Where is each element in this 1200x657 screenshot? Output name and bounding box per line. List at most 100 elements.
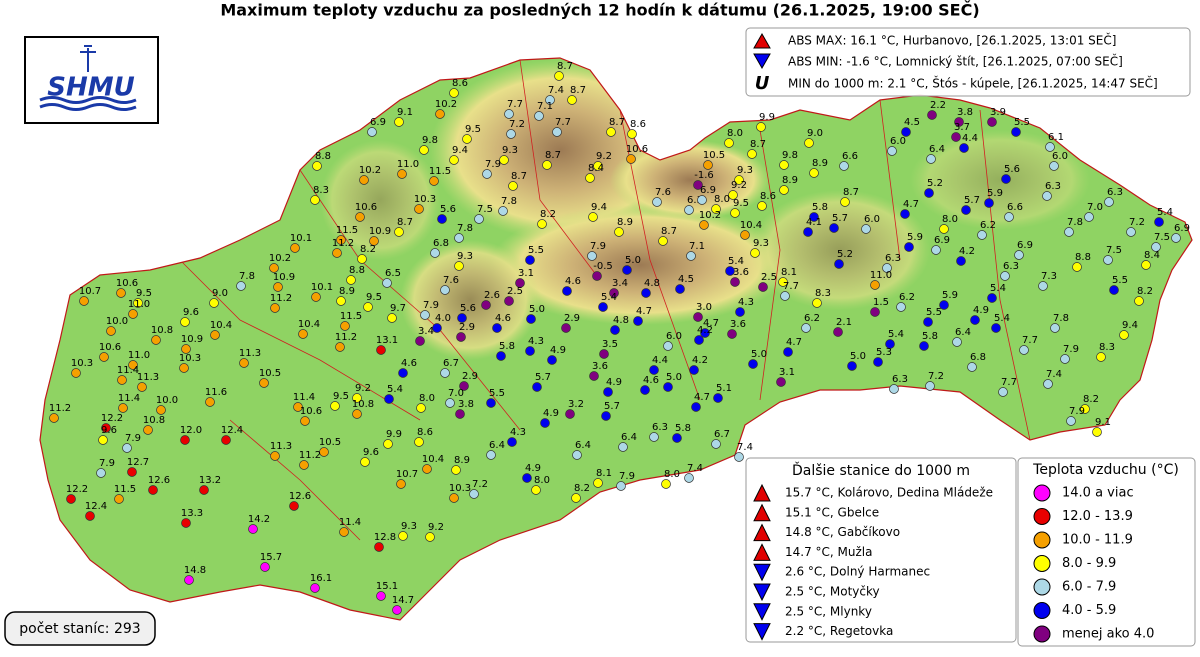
station-label: 4.2: [692, 355, 708, 366]
station-marker: [727, 329, 737, 339]
station-label: 9.4: [591, 202, 607, 213]
station-label: 7.5: [1154, 232, 1170, 243]
station-marker: [273, 282, 283, 292]
station-marker: [498, 206, 508, 216]
station-label: 10.3: [71, 358, 93, 369]
station-label: 8.7: [661, 226, 677, 237]
station-marker: [783, 347, 793, 357]
station-label: 9.6: [363, 447, 379, 458]
station-label: 14.2: [248, 514, 270, 525]
station-marker: [1043, 379, 1053, 389]
station-label: 7.1: [689, 241, 705, 252]
station-label: 8.9: [782, 175, 798, 186]
station-marker: [839, 161, 849, 171]
station-marker: [684, 473, 694, 483]
station-label: 6.6: [842, 151, 858, 162]
station-marker: [779, 185, 789, 195]
station-label: 5.5: [528, 245, 544, 256]
station-marker: [889, 384, 899, 394]
station-marker: [394, 227, 404, 237]
station-marker: [382, 278, 392, 288]
station-label: 10.3: [449, 483, 471, 494]
station-marker: [66, 494, 76, 504]
station-label: 7.0: [448, 388, 464, 399]
station-marker: [593, 161, 603, 171]
station-marker: [734, 175, 744, 185]
station-marker: [649, 432, 659, 442]
station-label: 9.9: [759, 112, 775, 123]
station-marker: [923, 317, 933, 327]
station-marker: [384, 394, 394, 404]
station-label: 6.8: [970, 352, 986, 363]
station-label: 8.1: [596, 468, 612, 479]
station-label: 3.2: [568, 399, 584, 410]
station-marker: [85, 511, 95, 521]
station-label: 8.6: [760, 191, 776, 202]
station-label: 13.2: [199, 475, 221, 486]
station-label: 5.3: [876, 347, 892, 358]
station-marker: [449, 155, 459, 165]
station-label: 11.3: [270, 441, 292, 452]
station-label: 10.7: [396, 469, 418, 480]
legend-swatch: [1033, 555, 1051, 572]
station-marker: [1011, 127, 1021, 137]
station-marker: [809, 212, 819, 222]
station-marker: [127, 467, 137, 477]
station-marker: [504, 109, 514, 119]
station-label: 6.9: [370, 117, 386, 128]
station-label: 6.6: [1007, 202, 1023, 213]
station-label: 7.7: [783, 281, 799, 292]
station-label: 10.6: [300, 406, 322, 417]
station-label: 3.6: [730, 319, 746, 330]
station-marker: [652, 197, 662, 207]
station-marker: [919, 341, 929, 351]
station-marker: [870, 307, 880, 317]
station-marker: [756, 122, 766, 132]
station-label: 6.7: [443, 358, 459, 369]
other-station: 2.5 °C, Motyčky: [785, 585, 880, 599]
station-marker: [562, 286, 572, 296]
station-label: 8.2: [360, 244, 376, 255]
station-marker: [626, 154, 636, 164]
station-label: 10.6: [355, 202, 377, 213]
station-label: 9.2: [355, 383, 371, 394]
station-marker: [515, 278, 525, 288]
station-marker: [1151, 242, 1161, 252]
station-marker: [693, 312, 703, 322]
station-label: 11.4: [293, 392, 315, 403]
station-label: 6.7: [714, 429, 730, 440]
station-label: 8.7: [750, 139, 766, 150]
station-label: 9.4: [1122, 320, 1138, 331]
station-label: 10.9: [181, 334, 203, 345]
station-marker: [259, 378, 269, 388]
station-label: 8.0: [419, 393, 435, 404]
station-marker: [1038, 281, 1048, 291]
station-marker: [713, 393, 723, 403]
station-marker: [954, 117, 964, 127]
station-marker: [812, 298, 822, 308]
station-marker: [829, 223, 839, 233]
station-label: 5.7: [535, 372, 551, 383]
station-marker: [414, 204, 424, 214]
min-1000-symbol: U: [755, 73, 770, 94]
station-marker: [79, 296, 89, 306]
station-marker: [148, 485, 158, 495]
station-marker: [748, 359, 758, 369]
station-marker: [445, 398, 455, 408]
station-marker: [311, 292, 321, 302]
station-label: 7.9: [485, 159, 501, 170]
station-label: 4.2: [697, 325, 713, 336]
station-label: 3.1: [518, 268, 534, 279]
station-label: 5.4: [1157, 207, 1173, 218]
station-label: 2.5: [507, 286, 523, 297]
station-marker: [640, 385, 650, 395]
station-marker: [398, 368, 408, 378]
station-label: 6.4: [955, 327, 971, 338]
station-label: 12.2: [101, 413, 123, 424]
station-marker: [432, 323, 442, 333]
station-label: 10.9: [273, 272, 295, 283]
station-label: 9.5: [465, 124, 481, 135]
station-marker: [728, 190, 738, 200]
station-label: 4.2: [959, 246, 975, 257]
station-marker: [454, 261, 464, 271]
